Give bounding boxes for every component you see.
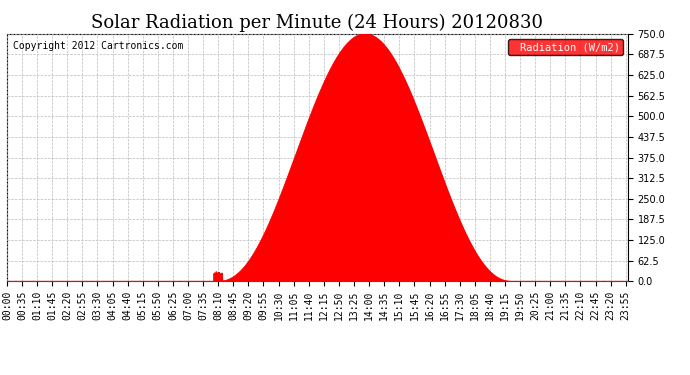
Legend: Radiation (W/m2): Radiation (W/m2) bbox=[508, 39, 622, 55]
Text: Copyright 2012 Cartronics.com: Copyright 2012 Cartronics.com bbox=[13, 41, 184, 51]
Title: Solar Radiation per Minute (24 Hours) 20120830: Solar Radiation per Minute (24 Hours) 20… bbox=[91, 14, 544, 32]
